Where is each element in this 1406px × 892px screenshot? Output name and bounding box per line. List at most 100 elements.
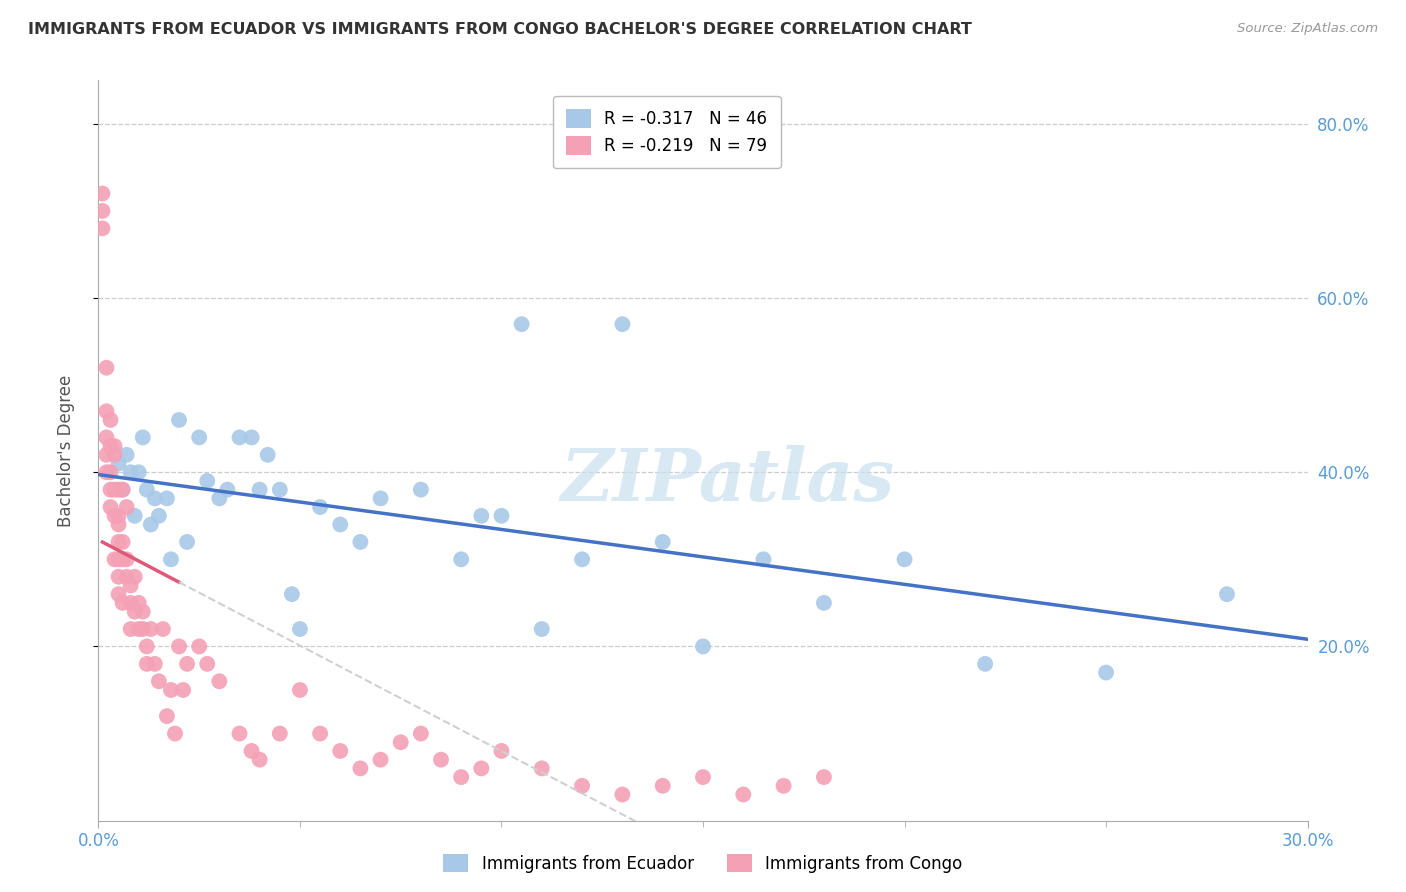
- Point: [491, 508, 513, 523]
- Point: [143, 491, 166, 506]
- Point: [813, 770, 835, 784]
- Point: [115, 448, 138, 462]
- Point: [103, 483, 125, 497]
- Point: [124, 605, 146, 619]
- Text: Source: ZipAtlas.com: Source: ZipAtlas.com: [1237, 22, 1378, 36]
- Point: [389, 735, 412, 749]
- Point: [156, 491, 179, 506]
- Point: [240, 430, 263, 444]
- Point: [96, 430, 118, 444]
- Point: [195, 657, 218, 671]
- Point: [120, 465, 142, 479]
- Point: [132, 430, 155, 444]
- Point: [128, 622, 150, 636]
- Point: [349, 761, 371, 775]
- Point: [163, 726, 186, 740]
- Point: [107, 535, 129, 549]
- Point: [135, 640, 157, 654]
- Point: [612, 317, 634, 331]
- Point: [530, 622, 553, 636]
- Point: [115, 500, 138, 514]
- Point: [510, 317, 533, 331]
- Point: [172, 683, 194, 698]
- Point: [571, 779, 593, 793]
- Point: [148, 508, 170, 523]
- Point: [139, 517, 162, 532]
- Point: [188, 430, 211, 444]
- Point: [176, 535, 198, 549]
- Legend: R = -0.317   N = 46, R = -0.219   N = 79: R = -0.317 N = 46, R = -0.219 N = 79: [553, 96, 780, 169]
- Point: [893, 552, 915, 566]
- Point: [135, 657, 157, 671]
- Point: [148, 674, 170, 689]
- Point: [269, 483, 291, 497]
- Point: [772, 779, 794, 793]
- Point: [491, 744, 513, 758]
- Point: [107, 457, 129, 471]
- Point: [96, 448, 118, 462]
- Point: [329, 517, 352, 532]
- Point: [107, 517, 129, 532]
- Point: [111, 552, 134, 566]
- Point: [120, 622, 142, 636]
- Point: [195, 474, 218, 488]
- Point: [752, 552, 775, 566]
- Point: [115, 552, 138, 566]
- Point: [115, 570, 138, 584]
- Point: [269, 726, 291, 740]
- Point: [309, 726, 332, 740]
- Point: [309, 500, 332, 514]
- Point: [208, 674, 231, 689]
- Point: [111, 596, 134, 610]
- Point: [409, 726, 432, 740]
- Point: [288, 622, 311, 636]
- Point: [128, 465, 150, 479]
- Point: [188, 640, 211, 654]
- Point: [91, 203, 114, 218]
- Point: [249, 753, 271, 767]
- Point: [124, 570, 146, 584]
- Point: [167, 640, 190, 654]
- Point: [124, 508, 146, 523]
- Point: [120, 578, 142, 592]
- Point: [132, 605, 155, 619]
- Point: [530, 761, 553, 775]
- Point: [733, 788, 755, 802]
- Point: [612, 788, 634, 802]
- Point: [91, 186, 114, 201]
- Point: [160, 552, 183, 566]
- Point: [107, 552, 129, 566]
- Point: [281, 587, 304, 601]
- Point: [450, 770, 472, 784]
- Point: [100, 483, 122, 497]
- Point: [228, 430, 250, 444]
- Point: [111, 483, 134, 497]
- Point: [176, 657, 198, 671]
- Point: [450, 552, 472, 566]
- Legend: Immigrants from Ecuador, Immigrants from Congo: Immigrants from Ecuador, Immigrants from…: [437, 847, 969, 880]
- Point: [240, 744, 263, 758]
- Point: [470, 761, 492, 775]
- Point: [103, 552, 125, 566]
- Point: [349, 535, 371, 549]
- Point: [329, 744, 352, 758]
- Point: [135, 483, 157, 497]
- Point: [156, 709, 179, 723]
- Point: [256, 448, 278, 462]
- Point: [143, 657, 166, 671]
- Point: [96, 404, 118, 418]
- Point: [651, 779, 673, 793]
- Point: [107, 483, 129, 497]
- Point: [128, 596, 150, 610]
- Point: [370, 753, 392, 767]
- Point: [813, 596, 835, 610]
- Point: [692, 640, 714, 654]
- Point: [100, 465, 122, 479]
- Point: [107, 508, 129, 523]
- Point: [100, 500, 122, 514]
- Point: [103, 508, 125, 523]
- Point: [470, 508, 492, 523]
- Point: [107, 587, 129, 601]
- Point: [96, 465, 118, 479]
- Text: IMMIGRANTS FROM ECUADOR VS IMMIGRANTS FROM CONGO BACHELOR'S DEGREE CORRELATION C: IMMIGRANTS FROM ECUADOR VS IMMIGRANTS FR…: [28, 22, 972, 37]
